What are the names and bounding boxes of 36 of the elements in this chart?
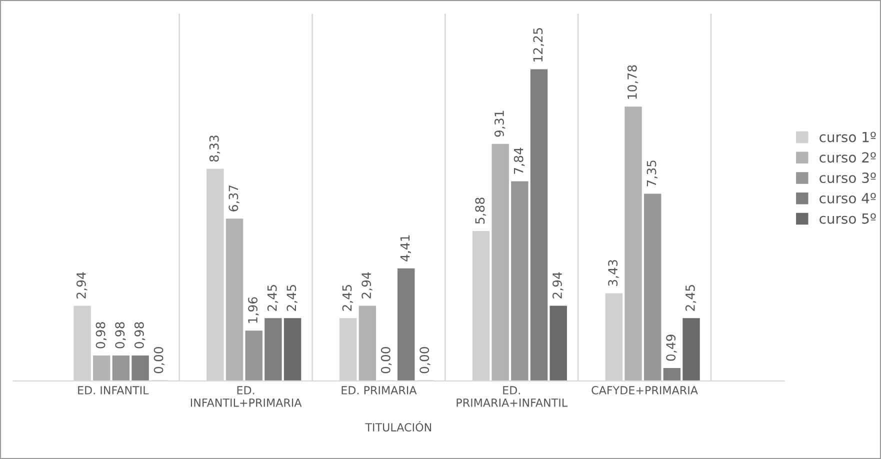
data-label: 2,94 bbox=[362, 272, 372, 298]
legend-label: curso 5º bbox=[820, 213, 876, 224]
legend-label: curso 4º bbox=[820, 192, 876, 204]
data-label: 3,43 bbox=[608, 260, 619, 286]
legend-label: curso 1º bbox=[820, 132, 876, 142]
x-tick-label: ED. INFANTIL bbox=[78, 386, 149, 394]
data-label: 2,45 bbox=[267, 285, 278, 311]
data-label: 0,00 bbox=[380, 347, 392, 374]
data-label: 10,78 bbox=[627, 65, 638, 99]
legend-label: curso 2º bbox=[820, 152, 876, 163]
x-tick-label: ED. PRIMARIA+INFANTIL bbox=[456, 386, 568, 407]
data-label: 0,98 bbox=[96, 322, 107, 348]
data-label: 5,88 bbox=[475, 198, 486, 224]
data-label: 1,96 bbox=[248, 297, 259, 323]
data-label: 2,45 bbox=[286, 285, 298, 311]
data-label: 2,45 bbox=[342, 285, 354, 311]
data-label: 0,98 bbox=[115, 322, 126, 348]
data-label: 2,45 bbox=[685, 285, 696, 311]
legend-label: curso 3º bbox=[820, 172, 876, 184]
data-label: 0,98 bbox=[134, 322, 146, 348]
x-axis-title: TITULACIÓN bbox=[365, 421, 432, 432]
data-label: 0,00 bbox=[154, 347, 165, 374]
data-label: 7,35 bbox=[646, 160, 658, 186]
data-label: 7,84 bbox=[514, 148, 525, 174]
data-label: 4,41 bbox=[400, 235, 412, 262]
x-tick-label: ED. PRIMARIA bbox=[342, 386, 417, 394]
data-label: 12,25 bbox=[533, 28, 544, 62]
data-label: 8,33 bbox=[209, 136, 220, 162]
x-tick-label: ED. INFANTIL+PRIMARIA bbox=[190, 386, 302, 407]
data-label: 0,00 bbox=[420, 347, 430, 374]
data-label: 9,31 bbox=[494, 110, 506, 137]
data-label: 2,94 bbox=[76, 272, 88, 298]
x-tick-label: CAFYDE+PRIMARIA bbox=[592, 386, 698, 394]
data-label: 0,49 bbox=[666, 334, 677, 361]
data-label: 6,37 bbox=[228, 185, 240, 212]
data-label: 2,94 bbox=[552, 272, 564, 298]
